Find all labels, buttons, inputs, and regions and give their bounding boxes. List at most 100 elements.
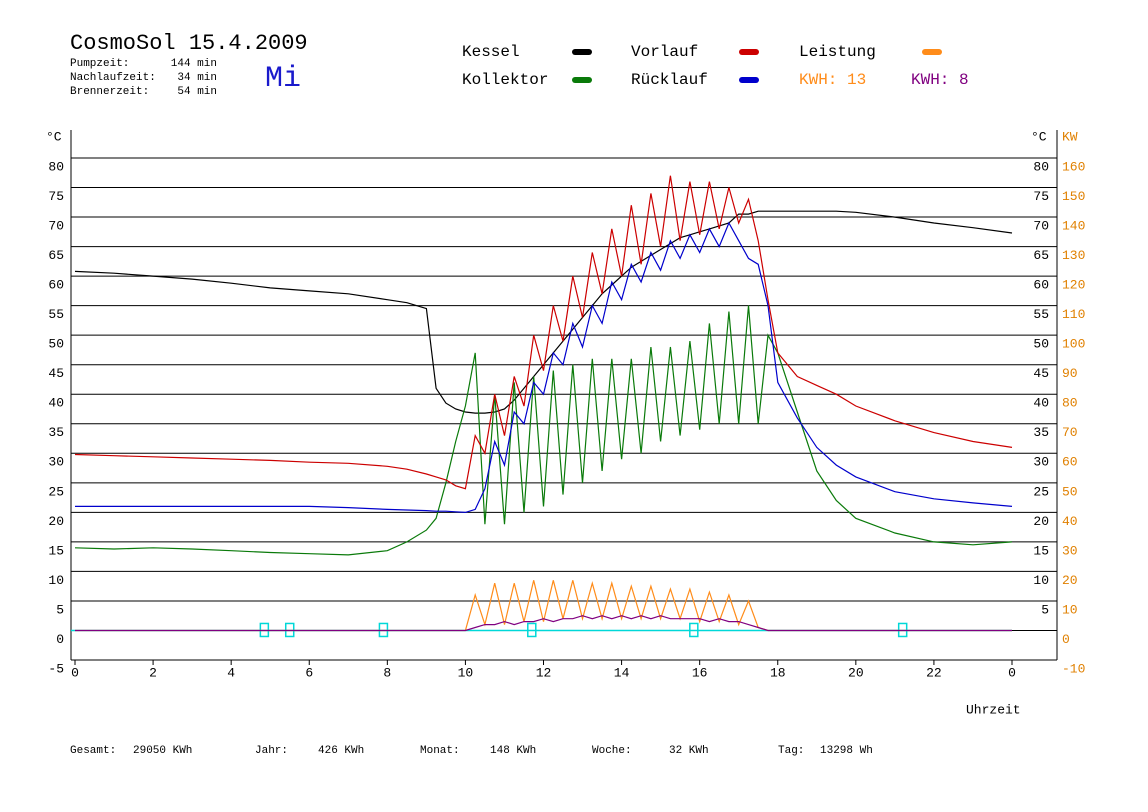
x-tick-label: 22 <box>926 665 942 680</box>
y-tick-label: 40 <box>48 396 64 411</box>
y2-tick-label: 30 <box>1062 543 1078 558</box>
footer-label: Tag: <box>778 745 804 757</box>
y-right-tick-label: 75 <box>1033 189 1049 204</box>
x-tick-label: 20 <box>848 665 864 680</box>
footer-label: Gesamt: <box>70 745 116 757</box>
legend-label: Kollektor <box>462 71 548 89</box>
x-tick-label: 4 <box>227 665 235 680</box>
stat-value: 34 min <box>177 72 217 84</box>
y2-tick-label: 100 <box>1062 337 1085 352</box>
y-right-tick-label: 65 <box>1033 248 1049 263</box>
y2-tick-label: 10 <box>1062 602 1078 617</box>
stat-label: Brennerzeit: <box>70 86 149 98</box>
y2-tick-label: 90 <box>1062 366 1078 381</box>
y-tick-label: 80 <box>48 159 64 174</box>
series-line <box>74 175 1013 490</box>
y-tick-label: 55 <box>48 307 64 322</box>
y2-tick-label: 40 <box>1062 514 1078 529</box>
y-tick-label: 20 <box>48 514 64 529</box>
x-tick-label: 12 <box>536 665 552 680</box>
series-line <box>75 580 1012 632</box>
series-line <box>74 210 1013 414</box>
footer-label: Woche: <box>592 745 632 757</box>
y-tick-label: 15 <box>48 543 64 558</box>
y-unit-right: °C <box>1031 129 1047 144</box>
y2-tick-label: -10 <box>1062 661 1085 676</box>
y-right-tick-label: 10 <box>1033 573 1049 588</box>
x-tick-label: 0 <box>71 665 79 680</box>
stat-label: Pumpzeit: <box>70 58 129 70</box>
y-tick-label: 70 <box>48 218 64 233</box>
legend-label: Leistung <box>799 43 876 61</box>
y-unit-left: °C <box>46 129 62 144</box>
footer-value: 426 KWh <box>318 745 364 757</box>
footer-label: Jahr: <box>255 745 288 757</box>
y2-tick-label: 140 <box>1062 218 1085 233</box>
stat-value: 54 min <box>177 86 217 98</box>
x-tick-label: 2 <box>149 665 157 680</box>
x-tick-label: 6 <box>305 665 313 680</box>
y-right-tick-label: 55 <box>1033 307 1049 322</box>
footer-value: 13298 Wh <box>820 745 873 757</box>
y2-tick-label: 110 <box>1062 307 1085 322</box>
y2-tick-label: 50 <box>1062 484 1078 499</box>
y-tick-label: 25 <box>48 484 64 499</box>
stat-value: 144 min <box>171 58 217 70</box>
y-right-tick-label: 40 <box>1033 396 1049 411</box>
series-line <box>74 305 1013 556</box>
x-tick-label: 0 <box>1008 665 1016 680</box>
y-tick-label: 10 <box>48 573 64 588</box>
y-right-tick-label: 20 <box>1033 514 1049 529</box>
y-right-tick-label: 50 <box>1033 337 1049 352</box>
kwh-label: KWH: 8 <box>911 71 969 89</box>
y-tick-label: -5 <box>48 661 64 676</box>
y2-unit: KW <box>1062 129 1078 144</box>
weekday: Mi <box>265 62 301 96</box>
series-line <box>75 221 1013 514</box>
y-right-tick-label: 45 <box>1033 366 1049 381</box>
x-tick-label: 10 <box>458 665 474 680</box>
y2-tick-label: 20 <box>1062 573 1078 588</box>
footer-value: 29050 KWh <box>133 745 192 757</box>
y2-tick-label: 160 <box>1062 159 1085 174</box>
y2-tick-label: 80 <box>1062 396 1078 411</box>
y-tick-label: 45 <box>48 366 64 381</box>
y-right-tick-label: 70 <box>1033 218 1049 233</box>
y-right-tick-label: 30 <box>1033 455 1049 470</box>
y2-tick-label: 60 <box>1062 455 1078 470</box>
y-tick-label: 50 <box>48 337 64 352</box>
x-tick-label: 8 <box>383 665 391 680</box>
stat-label: Nachlaufzeit: <box>70 72 156 84</box>
x-tick-label: 16 <box>692 665 708 680</box>
y-tick-label: 65 <box>48 248 64 263</box>
y2-tick-label: 120 <box>1062 278 1085 293</box>
x-tick-label: 18 <box>770 665 786 680</box>
y-tick-label: 75 <box>48 189 64 204</box>
y-right-tick-label: 80 <box>1033 159 1049 174</box>
y-right-tick-label: 60 <box>1033 278 1049 293</box>
event-marker <box>527 622 537 638</box>
legend-label: Vorlauf <box>631 43 698 61</box>
x-axis-label: Uhrzeit <box>966 702 1021 717</box>
legend-label: Kessel <box>462 43 520 61</box>
y-right-tick-label: 5 <box>1041 602 1049 617</box>
y-right-tick-label: 35 <box>1033 425 1049 440</box>
y2-tick-label: 70 <box>1062 425 1078 440</box>
y2-tick-label: 0 <box>1062 632 1070 647</box>
y2-tick-label: 130 <box>1062 248 1085 263</box>
legend-label: Rücklauf <box>631 71 708 89</box>
y-right-tick-label: 15 <box>1033 543 1049 558</box>
kwh-label: KWH: 13 <box>799 71 866 89</box>
y-tick-label: 30 <box>48 455 64 470</box>
event-marker <box>689 622 699 638</box>
y-tick-label: 35 <box>48 425 64 440</box>
y-tick-label: 5 <box>56 602 64 617</box>
series-line <box>75 615 1012 632</box>
footer-value: 32 KWh <box>669 745 709 757</box>
footer-value: 148 KWh <box>490 745 536 757</box>
y-tick-label: 0 <box>56 632 64 647</box>
footer-label: Monat: <box>420 745 460 757</box>
y2-tick-label: 150 <box>1062 189 1085 204</box>
